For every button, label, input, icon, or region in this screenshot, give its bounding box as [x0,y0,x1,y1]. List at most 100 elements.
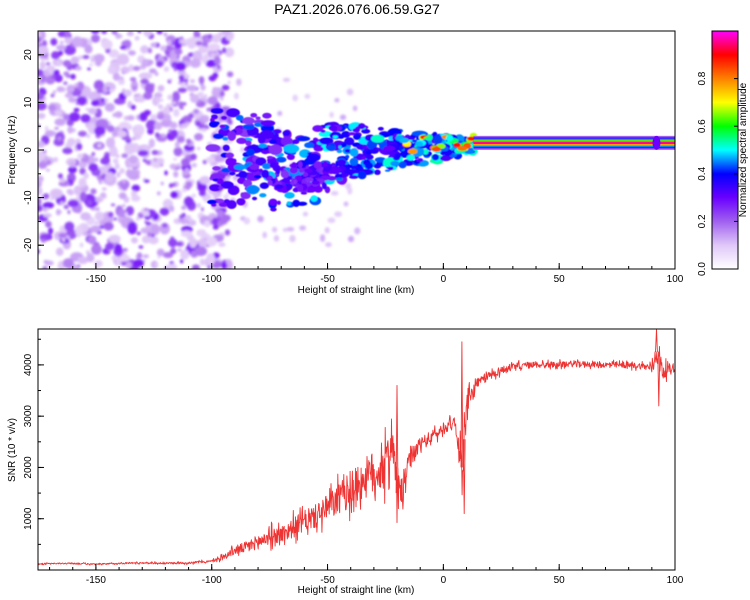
y-tick-label: 1000 [23,507,34,530]
colorbar-axis: 0.0 0.2 0.4 0.6 0.8 [697,71,738,276]
spectrogram-blob [193,108,200,114]
spectrogram-blob [374,169,381,176]
spectrogram-blob [156,60,164,68]
spectrogram-blob [260,120,276,127]
spectrogram-blob [141,235,151,244]
spectrogram-blob [54,109,63,117]
spectrogram-blob [87,107,98,115]
spectrogram-blob [325,242,332,248]
spectrogram-blob [202,59,208,64]
spectrogram-blob [122,247,128,252]
spectrogram-blob [216,209,225,218]
spectrogram-blob [280,136,293,146]
spectrogram-blob [106,125,115,133]
y-tick-label: 2000 [23,456,34,479]
spectrogram-blob [304,93,311,99]
spectrogram-blob [105,242,115,251]
spectrogram-blob [268,139,278,145]
spectrogram-blob [145,211,150,217]
spectrogram-blob [162,222,168,228]
x-tick-label: 50 [554,274,566,285]
spectrogram-blob [94,206,100,212]
spectrogram-blob [227,119,233,126]
spectrogram-blob [79,242,84,248]
spectrogram-blob [323,166,331,172]
spectrogram-blob [198,76,205,85]
spectrogram-blob [268,198,278,206]
spectrogram-blob [116,171,121,178]
spectrogram-blob [124,212,128,217]
spectrogram-blob [38,36,42,44]
spectrogram-blob [284,192,295,199]
spectrogram-blob [289,166,298,174]
spectrogram-blob [251,196,258,201]
colorbar-tick-label: 0.0 [697,262,708,276]
spectrogram-blob [67,199,80,208]
spectrogram-blob [170,248,177,255]
spectrogram-blob [69,112,81,122]
colorbar-tick-label: 0.8 [697,71,708,85]
spectrogram-blob [207,96,218,106]
spectrogram-blob [226,200,237,210]
spectrogram-blob [343,169,358,175]
spectrogram-blob [90,31,100,34]
spectrogram-blob [282,77,291,82]
y-tick-label: 4000 [23,353,34,376]
spectrogram-blob [51,75,56,79]
spectrogram-blob [221,116,227,120]
spectrogram-blob [286,184,292,191]
spectrogram-blob [58,232,67,239]
spectrogram-blob [212,166,221,171]
x-tick-label: -100 [202,575,222,586]
spectrogram-blob [130,104,136,110]
spectrogram-blob [189,58,201,69]
spectrogram-blob [57,31,66,38]
spectrogram-blob [144,207,149,211]
spectrogram-blob [90,207,96,211]
spectrogram-blob [349,148,359,157]
spectrogram-blob [262,112,272,119]
y-tick-label: -10 [23,190,34,205]
spectrogram-blob [219,90,225,97]
spectrogram-blob [171,101,177,105]
spectrogram-blob [159,207,170,216]
spectrogram-blob [209,184,221,192]
spectrogram-blob [422,148,429,155]
spectrogram-blob [296,174,302,182]
spectrogram-blob [282,130,291,137]
spectrogram-blob [313,161,322,169]
spectrogram-blob [181,157,190,167]
spectrogram-blob [181,205,187,210]
spectrogram-blob [361,128,371,134]
spectrogram-blob [282,227,288,232]
spectrogram-blob [85,107,90,111]
spectrogram-x-label: Height of straight line (km) [298,285,415,296]
spectrogram-blob [351,165,359,169]
spectrogram-blob [140,227,152,234]
spectrogram-blob [74,83,79,88]
spectrogram-blob [140,45,149,54]
spectrogram-blob [313,185,323,193]
spectrogram-blob [213,55,221,65]
spectrogram-blob [111,31,118,35]
spectrogram-blob [143,31,153,37]
spectrogram-blob [324,227,330,234]
colorbar-tick-label: 0.6 [697,119,708,133]
x-tick-label: -150 [86,575,106,586]
spectrogram-blob [207,265,211,269]
spectrogram-blob [196,147,201,150]
spectrogram-blob [100,157,111,165]
spectrogram-blob [44,56,49,61]
spectrogram-blob [90,188,97,195]
spectrogram-blob [93,157,99,162]
spectrogram-blob [148,209,157,218]
spectrogram-blob [211,217,219,226]
spectrogram-blob [129,77,137,82]
spectrogram-blob [77,130,87,137]
spectrogram-blob [194,246,208,257]
spectrogram-blob [348,175,359,179]
spectrogram-blob [136,231,141,236]
spectrogram-blob [140,78,149,85]
spectrogram-blob [132,65,141,72]
spectrogram-blob [109,146,118,158]
